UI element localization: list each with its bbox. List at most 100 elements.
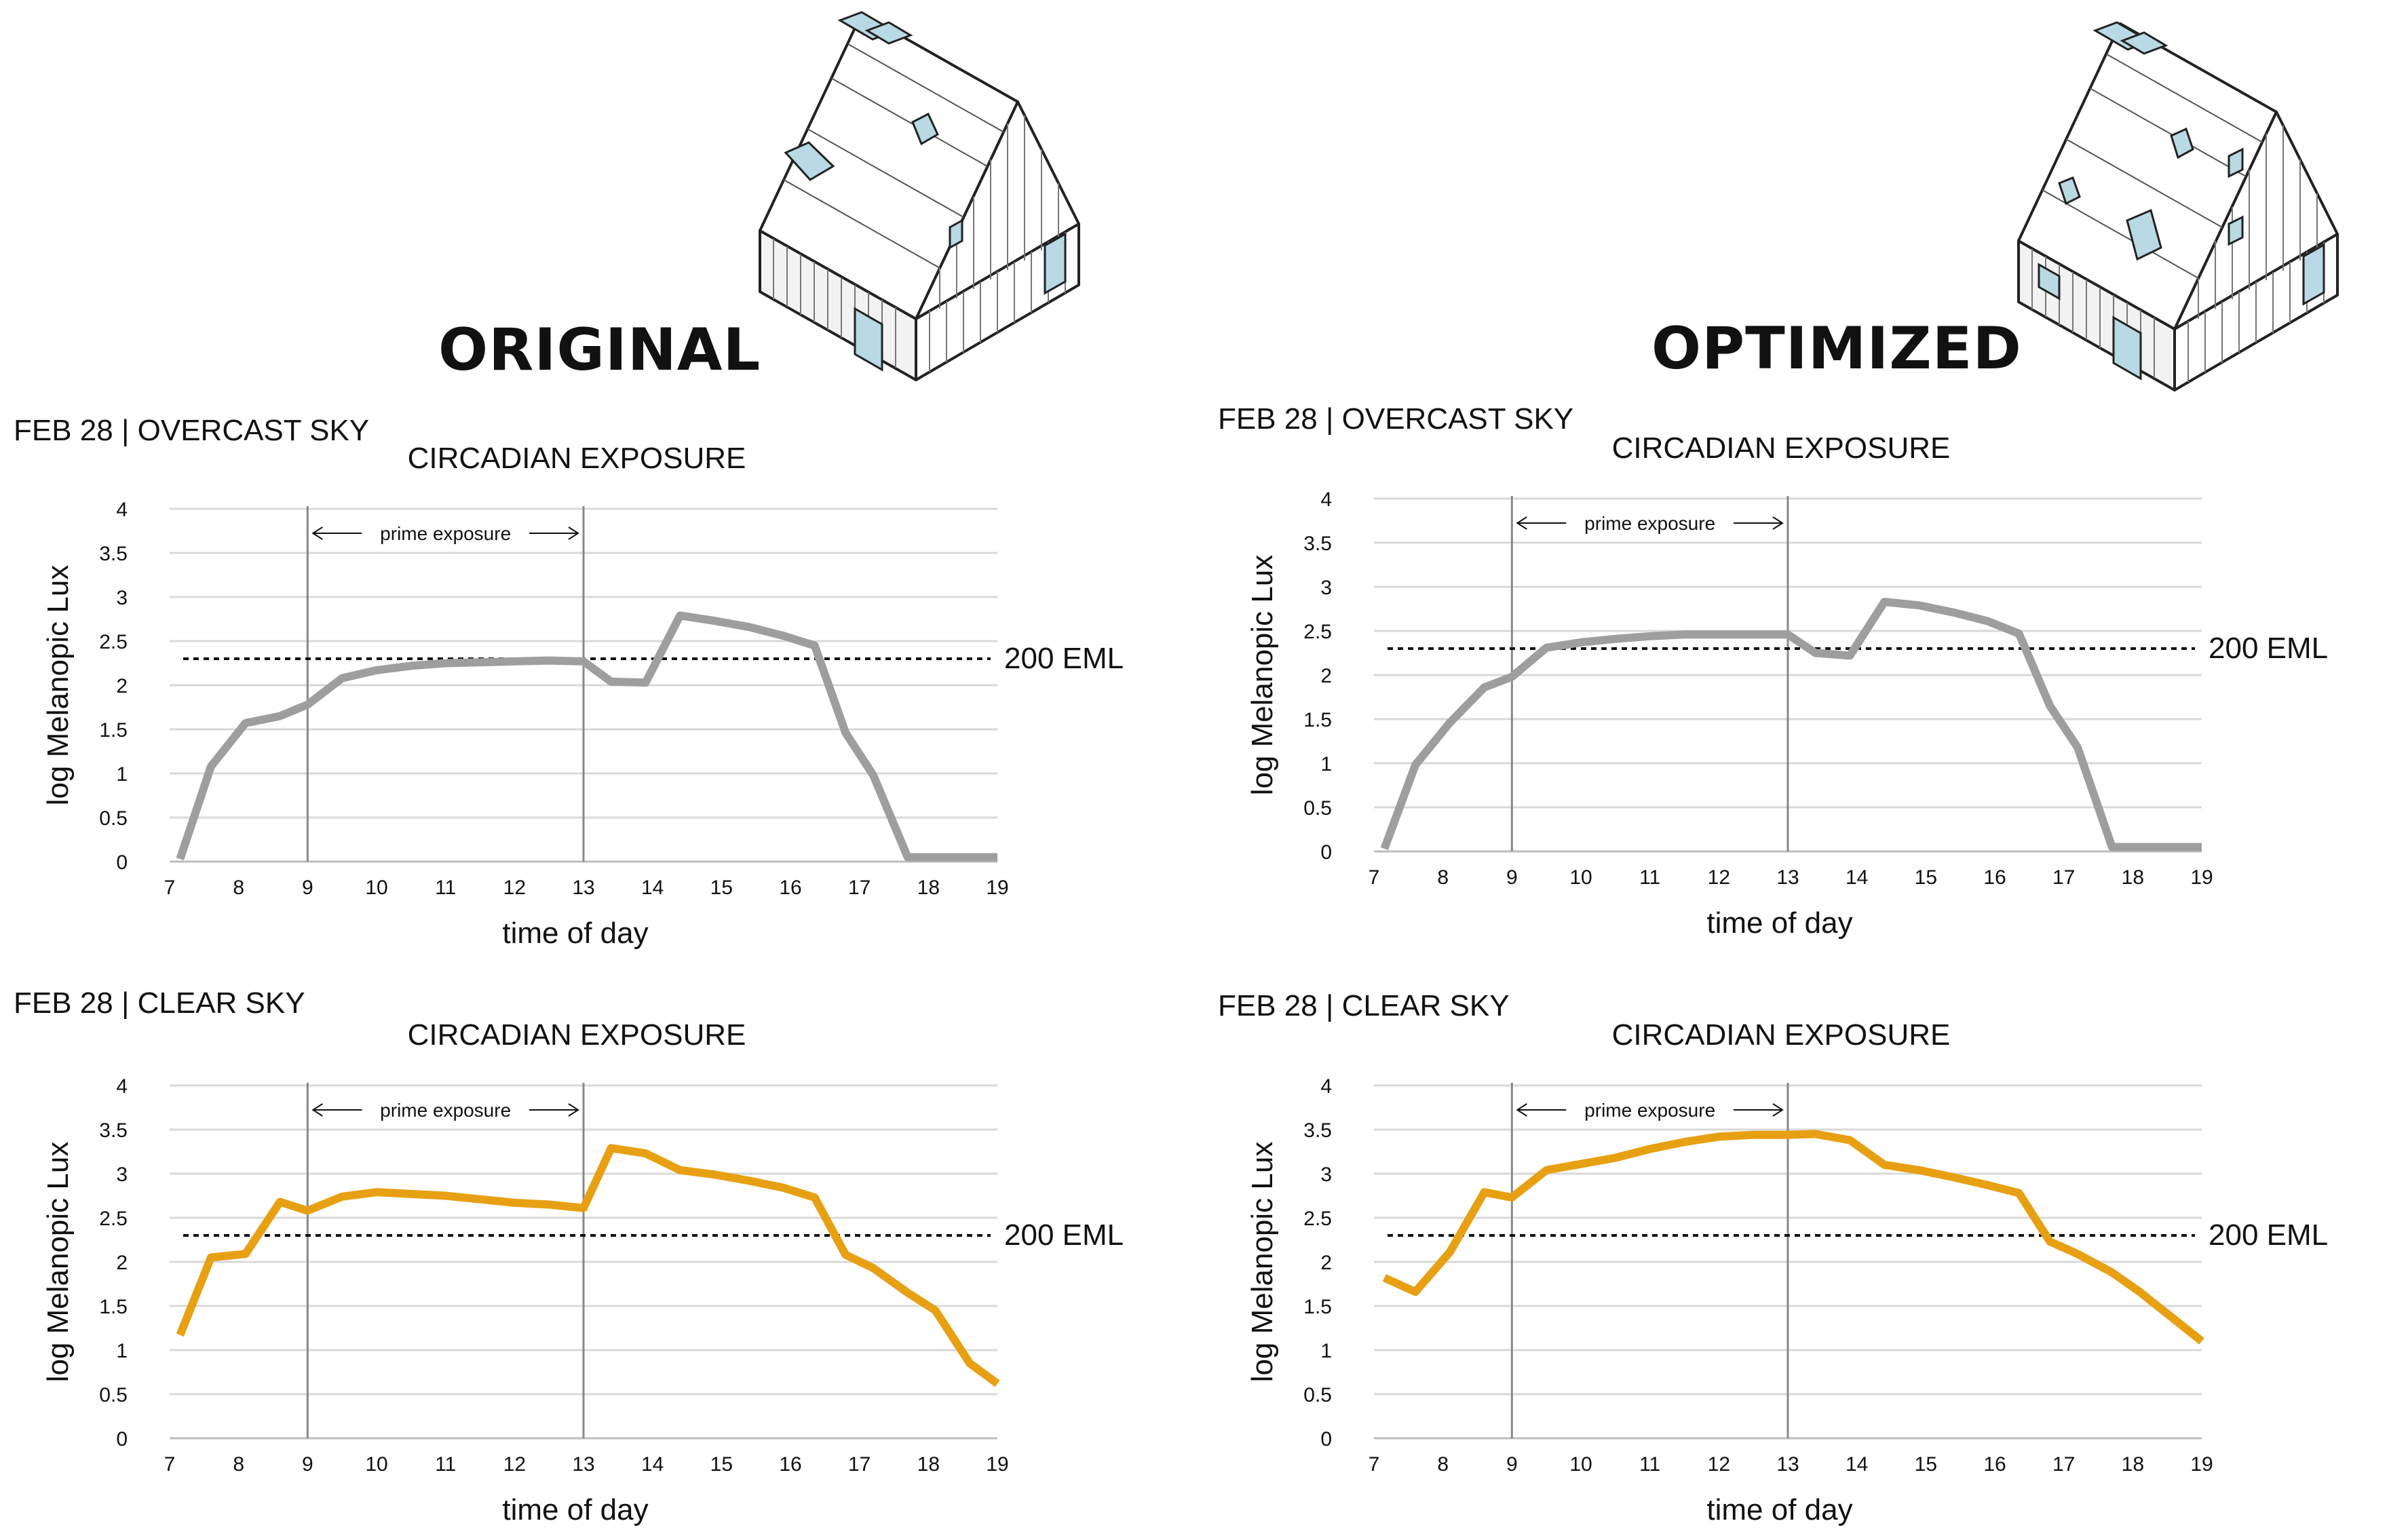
x-tick-label: 14 [641,877,664,899]
data-point [514,661,515,662]
x-axis-label: time of day [502,917,648,950]
data-point [307,704,308,706]
data-point [1684,1141,1685,1142]
data-point [245,1253,246,1254]
arrow-left-head [1516,516,1527,530]
x-tick-label: 13 [572,1453,594,1476]
chart-svg: CIRCADIAN EXPOSURE 0 0.5 1 1.5 2 2.5 3 3.5 4 7 8 9 10… [1246,1018,2328,1526]
arrow-right-head [568,1103,579,1117]
data-point [907,1292,909,1294]
data-point [376,1191,377,1193]
y-axis-label: log Melanopic Lux [41,1142,75,1383]
data-point [997,1383,998,1384]
y-tick-label: 0.5 [99,1384,128,1406]
data-point [1753,634,1754,635]
data-point [583,1208,584,1209]
y-tick-label: 2.5 [99,631,128,653]
data-point [2201,847,2202,848]
optimized-house-illustration [2017,21,2339,391]
threshold-label: 200 EML [2209,632,2328,665]
y-tick-label: 2.5 [1303,621,1332,643]
x-tick-label: 13 [1776,866,1799,889]
y-tick-label: 2 [1320,1252,1332,1274]
y-tick-label: 1.5 [99,1296,128,1318]
series-line-overcast [176,611,997,862]
data-point [1987,621,1989,622]
data-point [1918,1170,1919,1171]
y-tick-label: 4 [1320,488,1332,511]
data-point [814,1197,816,1198]
data-point [1649,1149,1651,1150]
x-tick-label: 11 [1639,866,1660,889]
x-tick-label: 8 [1437,866,1449,889]
prime-exposure-label: prime exposure [380,1100,511,1121]
data-point [2049,1241,2050,1242]
y-tick-label: 1.5 [99,719,128,742]
data-point [1987,1185,1989,1186]
data-point [645,1153,647,1154]
chart-svg: CIRCADIAN EXPOSURE 0 0.5 1 1.5 2 2.5 3 3.5 4 7 8 9 10… [41,442,1124,950]
y-tick-label: 4 [116,1075,128,1098]
threshold-label: 200 EML [1004,642,1124,675]
x-tick-label: 17 [848,1453,871,1476]
data-point [1753,1134,1754,1136]
x-tick-label: 18 [2122,1453,2144,1476]
x-tick-label: 8 [233,877,244,899]
x-tick-label: 11 [1639,1453,1660,1476]
y-tick-label: 2.5 [99,1208,128,1230]
data-point [410,1193,412,1195]
data-point [873,775,874,776]
data-point [1787,1134,1789,1136]
data-point [307,1210,308,1212]
data-point [548,1204,550,1206]
data-point [611,1147,612,1149]
x-tick-label: 19 [2190,1453,2213,1476]
x-tick-label: 10 [1569,866,1592,889]
x-tick-label: 11 [435,1453,456,1476]
data-point [210,766,212,767]
y-tick-label: 1.5 [1303,1296,1332,1318]
y-tick-label: 0 [1320,1428,1332,1450]
arrow-left-head [311,1103,323,1117]
prime-exposure-label: prime exposure [1584,513,1715,534]
data-point [907,857,909,858]
data-point [179,1334,180,1336]
data-point [873,1267,874,1269]
x-tick-label: 19 [986,877,1008,899]
data-point [748,1180,750,1181]
y-tick-label: 3 [1320,1164,1332,1186]
y-tick-label: 0.5 [99,807,128,830]
x-tick-label: 10 [365,1453,387,1476]
chart-panel-original-clear: FEB 28 | CLEAR SKY CIRCADIAN EXPOSURE 0 0.… [0,977,1204,1538]
y-tick-label: 1 [1320,1340,1332,1362]
data-point [480,661,481,663]
data-point [1449,722,1451,723]
data-point [2111,847,2113,848]
prime-exposure-label: prime exposure [380,523,511,544]
data-point [1415,1291,1416,1292]
data-point [845,732,846,733]
y-tick-label: 1.5 [1303,709,1332,731]
x-tick-label: 17 [2052,866,2075,889]
chart-title: CIRCADIAN EXPOSURE [408,442,746,475]
data-point [1953,1176,1954,1178]
data-point [1484,687,1485,688]
y-tick-label: 1 [116,763,128,786]
panel-label: FEB 28 | CLEAR SKY [1218,989,1510,1022]
data-point [1718,1136,1719,1137]
threshold-label: 200 EML [2209,1218,2328,1252]
data-point [445,663,446,664]
data-point [1884,601,1885,602]
y-tick-labels: 0 0.5 1 1.5 2 2.5 3 3.5 4 [99,1075,128,1450]
data-point [1684,634,1685,635]
optimized-heading: OPTIMIZED [1651,315,2022,383]
data-point [935,857,936,858]
chart-svg: CIRCADIAN EXPOSURE 0 0.5 1 1.5 2 2.5 3 3.5 4 7 8 9 10… [1246,431,2328,940]
y-tick-label: 3.5 [1303,533,1332,555]
data-point [1953,612,1954,613]
arrow-right-head [1772,516,1784,530]
x-tick-label: 16 [779,1453,801,1476]
prime-exposure-arrow [1516,1103,1784,1117]
data-point [583,661,584,662]
data-point [2019,633,2020,634]
